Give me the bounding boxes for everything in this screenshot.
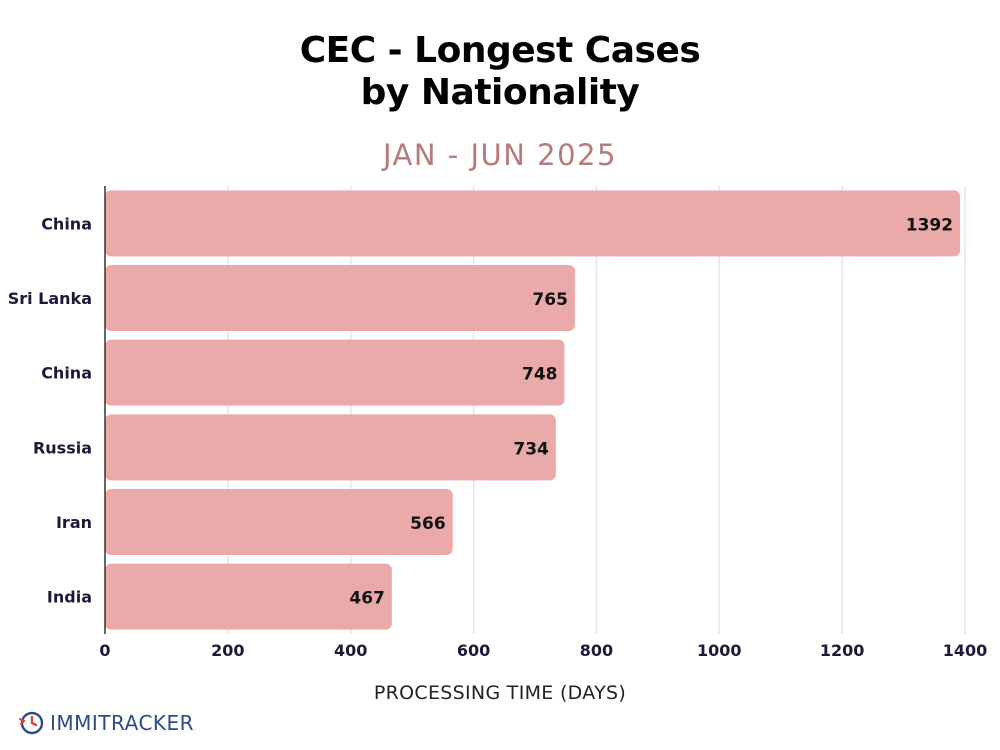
chart-title-line-1: CEC - Longest Cases — [299, 30, 701, 71]
category-label: India — [47, 588, 92, 607]
x-axis-label: PROCESSING TIME (DAYS) — [373, 682, 627, 704]
data-label: 748 — [522, 365, 558, 385]
x-tick-label: 1400 — [943, 641, 988, 660]
category-label: Russia — [33, 438, 92, 457]
category-label: China — [41, 214, 92, 233]
bar — [105, 563, 392, 630]
data-label: 765 — [532, 290, 568, 310]
chart-subtitle: JAN - JUN 2025 — [383, 138, 617, 172]
clock-logo-icon — [19, 711, 44, 735]
x-tick-label: 200 — [211, 641, 244, 660]
data-label: 734 — [513, 439, 549, 459]
immitracker-logo: IMMITRACKER — [18, 708, 194, 738]
data-label: 1392 — [906, 215, 953, 235]
logo-text: IMMITRACKER — [50, 711, 195, 735]
category-label: Iran — [56, 513, 92, 532]
x-tick-label: 1200 — [820, 641, 865, 660]
x-tick-label: 600 — [457, 641, 490, 660]
x-tick-label: 1000 — [697, 641, 742, 660]
category-label: Sri Lanka — [8, 289, 92, 308]
data-label: 566 — [410, 514, 446, 534]
bar — [105, 265, 575, 331]
bar — [105, 414, 556, 481]
chart-title: CEC - Longest Cases by Nationality — [0, 30, 1000, 114]
bar — [105, 190, 961, 257]
category-label: China — [41, 364, 92, 383]
data-label: 467 — [349, 589, 385, 609]
x-tick-label: 400 — [334, 641, 367, 660]
x-tick-label: 800 — [580, 641, 613, 660]
bar — [105, 489, 453, 555]
bar — [105, 339, 565, 406]
chart-title-line-2: by Nationality — [360, 72, 640, 113]
x-tick-label: 0 — [99, 641, 110, 660]
